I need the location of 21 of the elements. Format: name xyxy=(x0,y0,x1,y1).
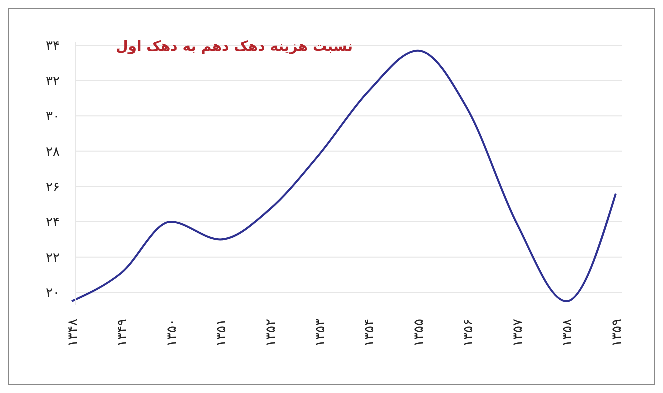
x-tick-label: ۱۳۵۲ xyxy=(264,318,279,347)
x-tick-label: ۱۳۵۵ xyxy=(412,318,428,347)
x-tick-label: ۱۳۵۸ xyxy=(560,318,576,347)
x-tick-label: ۱۳۵۰ xyxy=(164,319,180,347)
x-tick-label: ۱۳۴۸ xyxy=(66,318,81,347)
x-tick-label: ۱۳۵۱ xyxy=(214,319,230,347)
y-tick-label: ۳۴ xyxy=(46,39,60,54)
y-tick-label: ۲۰ xyxy=(46,286,60,302)
y-tick-label: ۳۰ xyxy=(46,110,60,125)
x-tick-label: ۱۳۵۶ xyxy=(462,319,477,347)
y-tick-label: ۲۴ xyxy=(46,216,60,231)
y-tick-label: ۲۸ xyxy=(46,144,60,160)
x-tick-label: ۱۳۴۹ xyxy=(115,318,130,347)
x-tick-label: ۱۳۵۹ xyxy=(610,318,625,347)
y-tick-label: ۲۶ xyxy=(46,180,60,196)
y-tick-label: ۲۲ xyxy=(46,250,60,266)
x-tick-label: ۱۳۵۴ xyxy=(362,318,378,347)
x-tick-label: ۱۳۵۷ xyxy=(511,318,526,347)
chart-title: نسبت هزینه دهک دهم به دهک اول xyxy=(116,39,353,55)
y-tick-label: ۳۲ xyxy=(46,74,60,90)
x-tick-label: ۱۳۵۳ xyxy=(313,318,328,347)
